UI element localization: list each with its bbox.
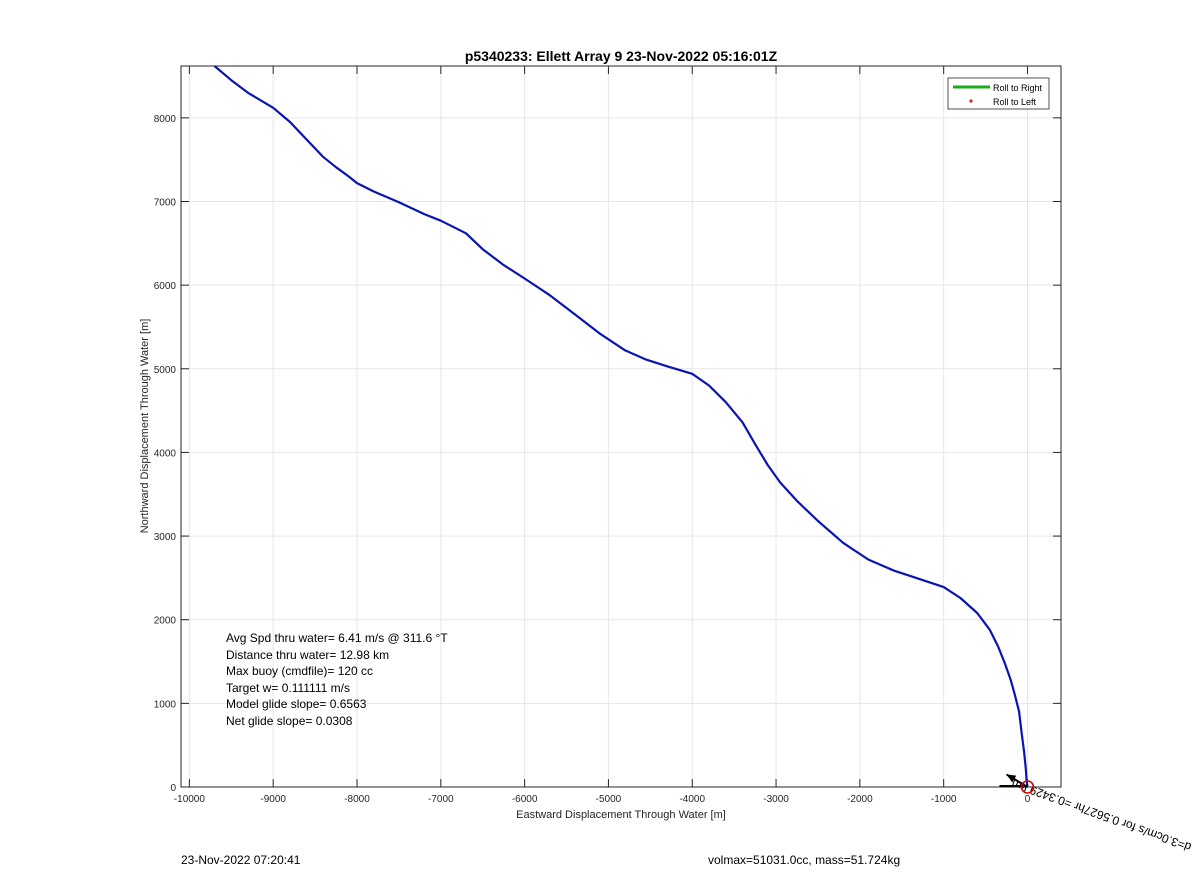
y-tick-label: 1000: [154, 699, 177, 710]
y-tick-label: 2000: [154, 616, 177, 627]
x-tick-label: -4000: [679, 794, 705, 805]
x-tick-label: -1000: [931, 794, 957, 805]
axes-box: [180, 65, 1062, 788]
y-ticks: 0 1000 2000 3000 4000 5000 6000 7000 8000: [154, 114, 1061, 794]
annotation-avg-speed: Avg Spd thru water= 6.41 m/s @ 311.6 °T: [226, 631, 448, 645]
annotation-max-buoy: Max buoy (cmdfile)= 120 cc: [226, 664, 373, 678]
footer-ballast-info: volmax=51031.0cc, mass=51.724kg: [708, 853, 900, 867]
stats-annotations: Avg Spd thru water= 6.41 m/s @ 311.6 °T …: [226, 631, 448, 728]
footer-timestamp: 23-Nov-2022 07:20:41: [181, 853, 301, 867]
x-tick-label: -2000: [847, 794, 873, 805]
annotation-target-w: Target w= 0.111111 m/s: [226, 681, 350, 695]
track-layer: [213, 65, 1029, 788]
x-tick-label: -3000: [763, 794, 789, 805]
legend-label-roll-right: Roll to Right: [993, 83, 1043, 93]
legend: Roll to Right Roll to Left: [947, 77, 1050, 110]
y-tick-label: 0: [170, 783, 176, 794]
y-tick-label: 5000: [154, 365, 177, 376]
track-line: [213, 65, 1029, 788]
x-tick-label: -10000: [174, 794, 206, 805]
x-tick-label: -8000: [344, 794, 370, 805]
annotation-net-glide: Net glide slope= 0.0308: [226, 714, 353, 728]
current-arrow-head: [1006, 774, 1017, 783]
chart-title: p5340233: Ellett Array 9 23-Nov-2022 05:…: [465, 48, 778, 64]
x-ticks: -10000 -9000 -8000 -7000 -6000 -5000 -4000 -300…: [174, 66, 1031, 805]
legend-label-roll-left: Roll to Left: [993, 97, 1037, 107]
y-tick-label: 4000: [154, 448, 177, 459]
legend-swatch-roll-left: [969, 99, 973, 103]
y-tick-label: 8000: [154, 114, 177, 125]
y-axis-label: Northward Displacement Through Water [m]: [139, 319, 151, 534]
x-tick-label: -5000: [596, 794, 622, 805]
current-arrow: d=3.0cm/s for 0.5627hr =0.3429 km: [999, 773, 1193, 854]
grid-lines: [181, 66, 1061, 788]
x-axis-label: Eastward Displacement Through Water [m]: [516, 809, 726, 821]
x-tick-label: -7000: [428, 794, 454, 805]
annotation-model-glide: Model glide slope= 0.6563: [226, 697, 367, 711]
annotation-distance: Distance thru water= 12.98 km: [226, 648, 389, 662]
x-tick-label: -6000: [512, 794, 538, 805]
y-tick-label: 6000: [154, 281, 177, 292]
legend-box: [947, 77, 1050, 110]
end-position-marker: [1020, 780, 1035, 794]
y-tick-label: 3000: [154, 532, 177, 543]
x-tick-label: -9000: [260, 794, 286, 805]
x-tick-label: 0: [1025, 794, 1031, 805]
y-tick-label: 7000: [154, 198, 177, 209]
current-arrow-label: d=3.0cm/s for 0.5627hr =0.3429 km: [1010, 776, 1193, 854]
